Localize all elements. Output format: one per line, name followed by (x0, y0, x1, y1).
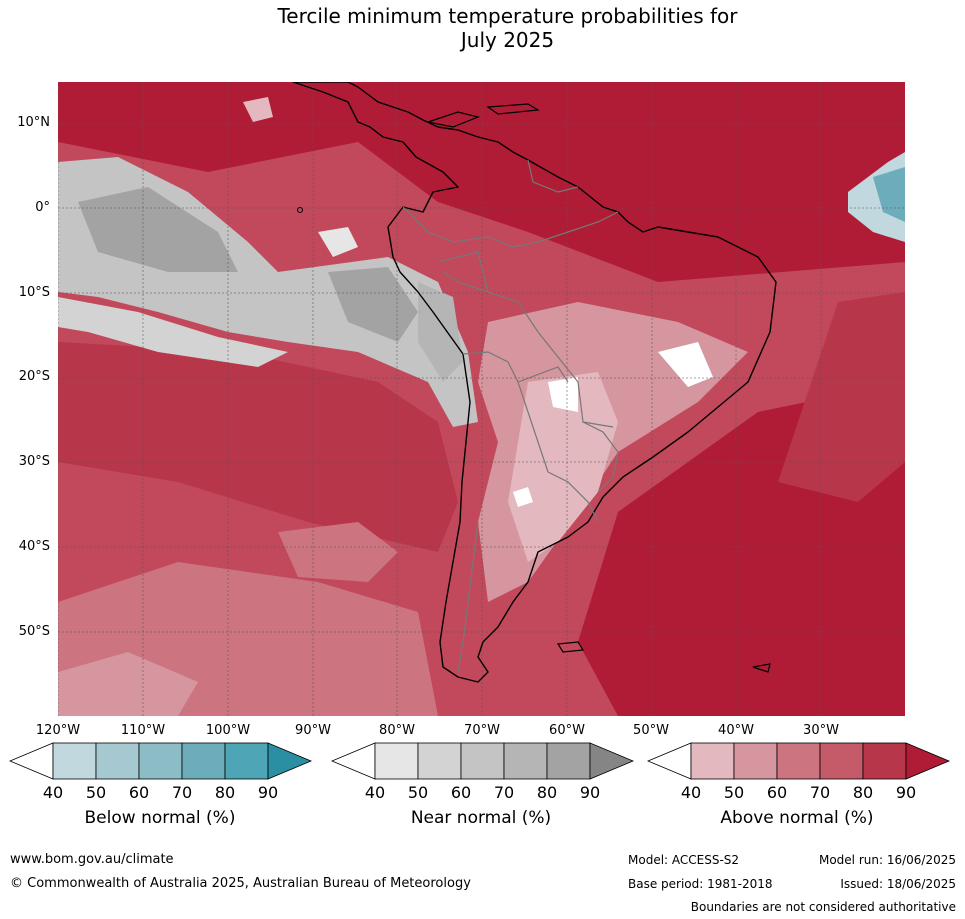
zone-pale-patch-2 (243, 97, 273, 122)
zone-pale-red-southwest (58, 652, 198, 716)
zone-continent-white-1 (548, 377, 578, 412)
legend-tick: 50 (407, 783, 429, 802)
zone-light-red-patch (278, 522, 398, 582)
website-link[interactable]: www.bom.gov.au/climate (10, 852, 174, 867)
legend-tick: 60 (128, 783, 150, 802)
colorbar-segment (138, 742, 183, 780)
colorbar-arrow-high (905, 742, 951, 780)
legend-tick: 60 (766, 783, 788, 802)
lat-label-40s: 40°S (18, 539, 50, 554)
lon-label-90w: 90°W (295, 723, 331, 738)
map-svg (58, 82, 905, 716)
legend-tick: 40 (364, 783, 386, 802)
coastline-south-georgia (752, 663, 771, 673)
legend-tick: 60 (450, 783, 472, 802)
lat-label-10n: 10°N (17, 115, 50, 130)
legend-tick: 90 (895, 783, 917, 802)
lat-label-0: 0° (35, 200, 50, 215)
legend-tick: 90 (579, 783, 601, 802)
lon-label-40w: 40°W (718, 723, 754, 738)
issued-text: Issued: 18/06/2025 (840, 877, 956, 891)
colorbar-segment (460, 742, 505, 780)
model-run-text: Model run: 16/06/2025 (818, 853, 956, 867)
colorbar-arrow-high (267, 742, 313, 780)
colorbar-segment (690, 742, 735, 780)
colorbar-segment (503, 742, 548, 780)
legend-near-normal-colorbar (330, 742, 635, 780)
coastline-americas (292, 82, 777, 683)
legend-below-normal-colorbar (8, 742, 313, 780)
legend-tick: 40 (42, 783, 64, 802)
zone-continent-pale-pink (508, 372, 618, 562)
legend-tick: 70 (493, 783, 515, 802)
lon-label-110w: 110°W (120, 723, 166, 738)
colorbar-segment (95, 742, 140, 780)
legend-tick: 50 (723, 783, 745, 802)
graticule (58, 82, 905, 716)
legend-near-normal-title: Near normal (%) (410, 808, 552, 828)
legend-above-normal-colorbar (646, 742, 951, 780)
copyright-text: © Commonwealth of Australia 2025, Austra… (10, 876, 471, 891)
legend-tick: 80 (214, 783, 236, 802)
base-period-text: Base period: 1981-2018 (628, 877, 773, 891)
zone-continent-white-2 (513, 487, 533, 507)
colorbar-arrow-low (330, 742, 376, 780)
legend-tick: 80 (852, 783, 874, 802)
zone-light-grey-band (58, 297, 288, 367)
lat-label-50s: 50°S (18, 624, 50, 639)
map-title: Tercile minimum temperature probabilitie… (0, 4, 965, 52)
legend-tick: 70 (809, 783, 831, 802)
legend-tick: 90 (257, 783, 279, 802)
coastline-caribbean-2 (486, 103, 540, 115)
legend-below-normal-title: Below normal (%) (84, 808, 236, 828)
colorbar-segment (776, 742, 821, 780)
colorbar-segment (224, 742, 269, 780)
zone-below-normal-dark (873, 167, 905, 222)
coastline-caribbean-1 (425, 111, 480, 128)
zone-red-east-atlantic (778, 292, 905, 502)
colorbar-segment (181, 742, 226, 780)
colorbar-segment (417, 742, 462, 780)
colorbar-arrow-high (589, 742, 635, 780)
colorbar-segment (733, 742, 778, 780)
zone-dark-red-north (58, 82, 905, 282)
lon-label-120w: 120°W (35, 723, 81, 738)
colorbar-segment (374, 742, 419, 780)
model-text: Model: ACCESS-S2 (628, 853, 740, 867)
legend-tick: 50 (85, 783, 107, 802)
disclaimer-text: Boundaries are not considered authoritat… (690, 900, 956, 914)
lat-label-10s: 10°S (18, 285, 50, 300)
zone-dark-red-southeast-pacific (58, 342, 458, 552)
lat-label-20s: 20°S (18, 369, 50, 384)
legend-tick: 80 (536, 783, 558, 802)
coastline-falklands (556, 641, 585, 653)
lon-label-80w: 80°W (379, 723, 415, 738)
legend-above-normal-title: Above normal (%) (720, 808, 874, 828)
title-line-2: July 2025 (460, 28, 555, 52)
colorbar-segment (546, 742, 591, 780)
lat-label-30s: 30°S (18, 454, 50, 469)
legend-above-normal (646, 742, 951, 780)
colorbar-segment (819, 742, 864, 780)
lon-label-60w: 60°W (549, 723, 585, 738)
legend-near-normal (330, 742, 635, 780)
coastline-galapagos (297, 207, 303, 213)
colorbar-arrow-low (8, 742, 54, 780)
lon-label-50w: 50°W (633, 723, 669, 738)
legend-tick: 70 (171, 783, 193, 802)
zone-white-patch-1 (318, 227, 358, 257)
colorbar-segment (52, 742, 97, 780)
colorbar-arrow-low (646, 742, 692, 780)
zone-continent-white-3 (658, 342, 713, 387)
country-borders (402, 159, 619, 673)
legend-tick: 40 (680, 783, 702, 802)
legend-below-normal (8, 742, 313, 780)
lon-label-30w: 30°W (803, 723, 839, 738)
lon-label-70w: 70°W (464, 723, 500, 738)
title-line-1: Tercile minimum temperature probabilitie… (277, 4, 738, 28)
lon-label-100w: 100°W (205, 723, 251, 738)
colorbar-segment (862, 742, 907, 780)
probability-map (58, 82, 905, 716)
zone-dark-grey-2 (328, 267, 418, 342)
